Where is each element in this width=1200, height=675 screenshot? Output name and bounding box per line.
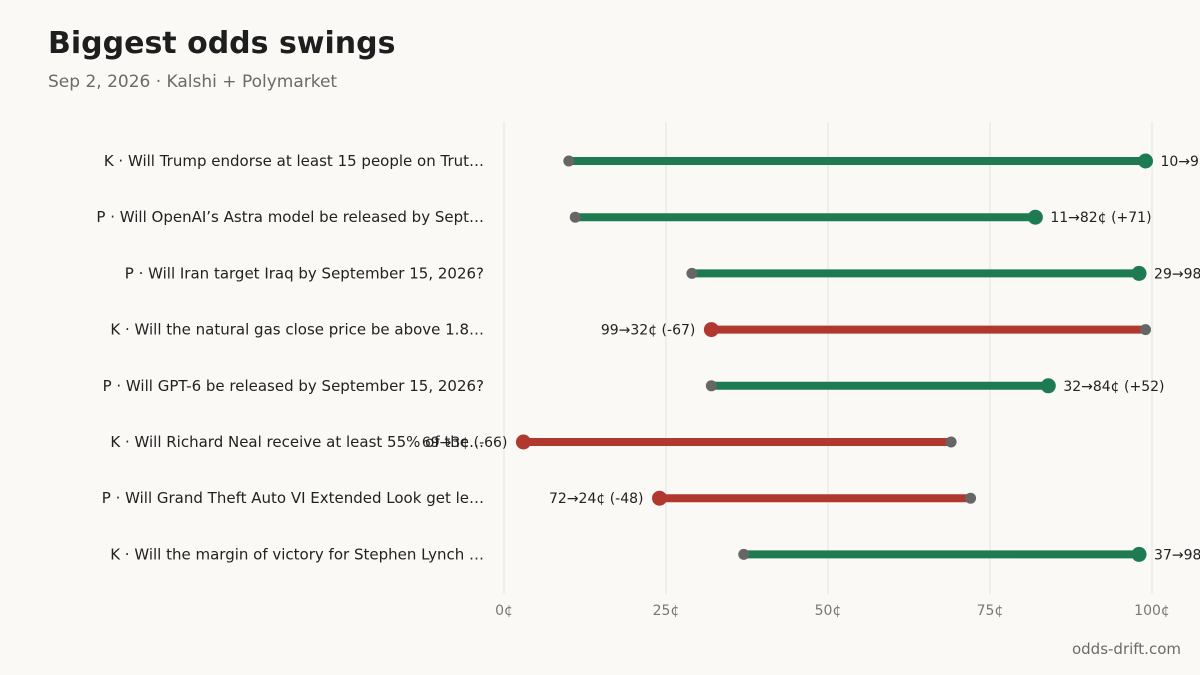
delta-label: 69→3¢ (-66) (422, 435, 508, 451)
x-tick-label: 50¢ (815, 603, 842, 619)
x-tick-label: 100¢ (1134, 603, 1170, 619)
delta-label: 32→84¢ (+52) (1063, 379, 1164, 395)
end-point (515, 434, 531, 450)
row-label: P · Will Grand Theft Auto VI Extended Lo… (102, 489, 484, 507)
delta-label: 10→99¢ (+89) (1161, 154, 1200, 170)
row-label: P · Will GPT-6 be released by September … (103, 377, 484, 395)
row-label: P · Will OpenAI’s Astra model be release… (96, 208, 484, 226)
row-label: P · Will Iran target Iraq by September 1… (125, 264, 484, 282)
x-tick-label: 25¢ (653, 603, 680, 619)
end-point (652, 490, 668, 506)
delta-label: 37→98¢ (+61) (1154, 547, 1200, 563)
end-point (1040, 378, 1056, 394)
start-point (965, 492, 977, 504)
row-label: K · Will Richard Neal receive at least 5… (110, 433, 484, 451)
start-point (563, 155, 575, 167)
row-label: K · Will Trump endorse at least 15 peopl… (104, 152, 484, 170)
start-point (569, 211, 581, 223)
row-label: K · Will the natural gas close price be … (110, 321, 484, 339)
x-tick-label: 75¢ (977, 603, 1004, 619)
start-point (705, 380, 717, 392)
source-credit: odds-drift.com (1071, 640, 1181, 658)
delta-label: 29→98¢ (+69) (1154, 266, 1200, 282)
label-layer: 0¢ 25¢ 50¢ 75¢ 100¢ K · Will Trump endorse at… (96, 152, 1200, 619)
dumbbell-layer (515, 153, 1154, 562)
chart-title: Biggest odds swings (48, 26, 396, 61)
row-label: K · Will the margin of victory for Steph… (110, 545, 484, 563)
start-point (686, 267, 698, 279)
start-point (945, 436, 957, 448)
end-point (1027, 209, 1043, 225)
end-point (703, 322, 719, 338)
chart-subtitle: Sep 2, 2026 · Kalshi + Polymarket (48, 72, 338, 92)
end-point (1138, 153, 1154, 169)
delta-label: 99→32¢ (-67) (601, 323, 696, 339)
start-point (738, 548, 750, 560)
delta-label: 72→24¢ (-48) (549, 491, 644, 507)
start-point (1140, 324, 1152, 336)
end-point (1131, 265, 1147, 281)
x-tick-label: 0¢ (495, 603, 513, 619)
end-point (1131, 546, 1147, 562)
delta-label: 11→82¢ (+71) (1050, 210, 1151, 226)
grid-layer (503, 122, 1153, 594)
